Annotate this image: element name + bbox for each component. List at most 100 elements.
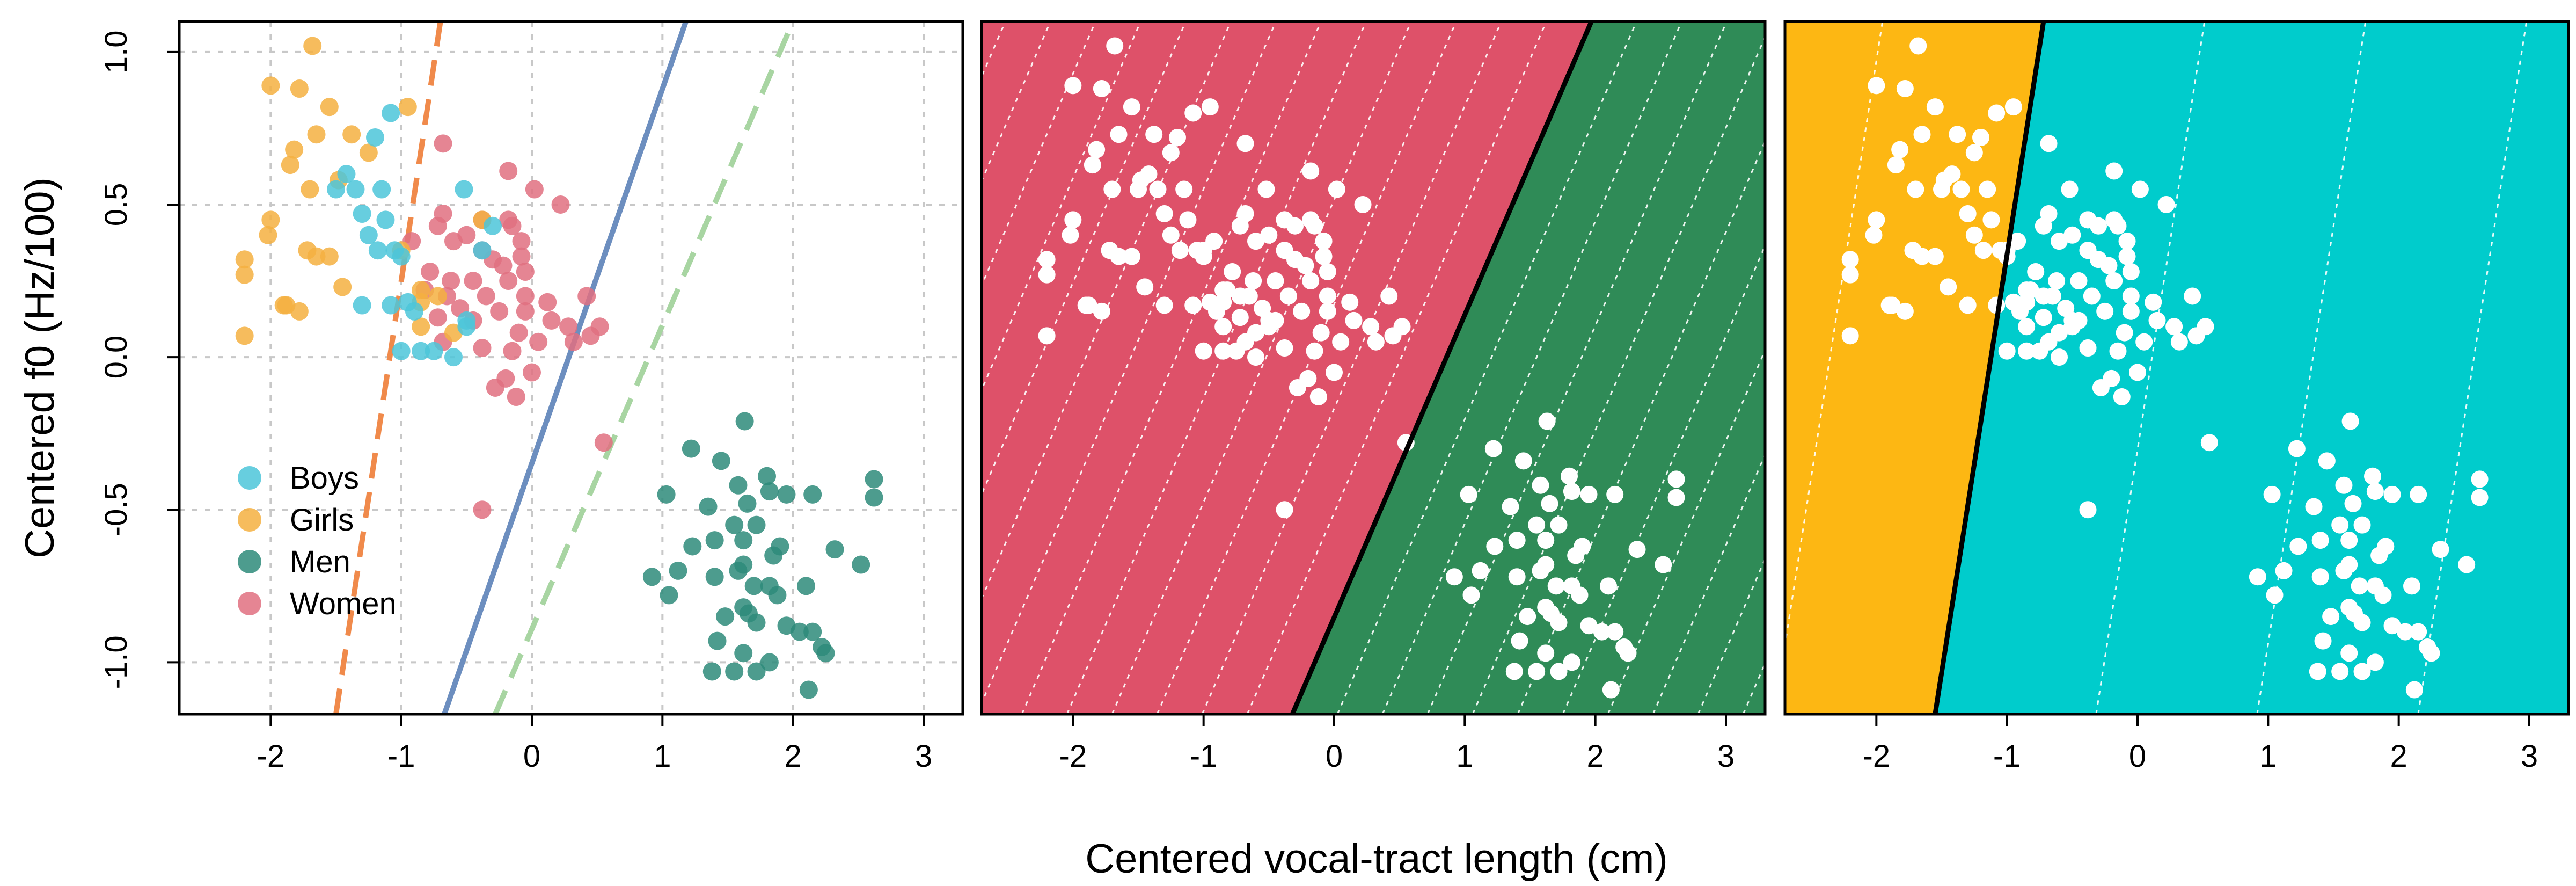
point-white bbox=[1841, 251, 1859, 268]
point-white bbox=[1505, 663, 1523, 680]
point-white bbox=[1528, 663, 1546, 680]
point-white bbox=[1896, 80, 1914, 98]
point-white bbox=[1110, 248, 1128, 265]
point-white bbox=[1354, 195, 1372, 213]
point-white bbox=[1913, 248, 1931, 265]
point-white bbox=[1926, 248, 1944, 265]
panel-right-frame bbox=[1783, 20, 2570, 716]
point-white bbox=[2353, 516, 2371, 534]
point-men bbox=[744, 577, 763, 595]
point-white bbox=[1537, 532, 1555, 549]
point-white bbox=[1195, 342, 1212, 360]
point-white bbox=[1106, 37, 1124, 55]
x-tick-label: 1 bbox=[1456, 739, 1473, 774]
point-white bbox=[1084, 156, 1101, 174]
point-white bbox=[1224, 263, 1241, 280]
point-white bbox=[1315, 248, 1333, 265]
point-white bbox=[2184, 287, 2201, 305]
point-white bbox=[1982, 211, 2000, 229]
point-women bbox=[503, 342, 522, 360]
point-white bbox=[1367, 333, 1385, 351]
point-white bbox=[1384, 327, 1402, 345]
point-white bbox=[1935, 171, 1953, 189]
point-women bbox=[499, 272, 518, 291]
point-men bbox=[760, 653, 779, 672]
point-men bbox=[657, 485, 676, 504]
point-white bbox=[2096, 302, 2114, 320]
x-tick-label: 0 bbox=[1326, 739, 1343, 774]
point-white bbox=[2063, 226, 2081, 244]
point-white bbox=[2070, 311, 2088, 329]
point-girls bbox=[285, 140, 304, 159]
point-white bbox=[1909, 37, 1927, 55]
point-white bbox=[1110, 126, 1128, 143]
point-white bbox=[1484, 440, 1502, 457]
contour-line bbox=[982, 21, 1141, 392]
point-women bbox=[473, 500, 492, 519]
contour-line bbox=[1066, 21, 1367, 714]
point-white bbox=[1667, 489, 1685, 506]
point-white bbox=[1445, 568, 1463, 586]
point-girls bbox=[307, 125, 326, 144]
point-men bbox=[725, 662, 744, 681]
point-white bbox=[1345, 311, 1363, 329]
contour-line bbox=[1201, 21, 1502, 714]
point-boys bbox=[372, 180, 391, 199]
point-white bbox=[1145, 126, 1163, 143]
point-girls bbox=[281, 156, 299, 175]
point-white bbox=[2311, 532, 2329, 549]
points-right bbox=[1841, 37, 2489, 699]
point-white bbox=[1841, 266, 1859, 284]
x-tick-label: -2 bbox=[1863, 739, 1891, 774]
point-women bbox=[428, 216, 447, 235]
point-girls bbox=[307, 247, 326, 266]
point-white bbox=[1276, 211, 1293, 229]
decision-boundary bbox=[1290, 21, 1594, 714]
point-men bbox=[803, 622, 822, 641]
point-girls bbox=[333, 278, 352, 296]
point-men bbox=[816, 644, 835, 663]
point-white bbox=[1205, 233, 1223, 250]
point-girls bbox=[261, 210, 280, 229]
point-white bbox=[2131, 180, 2149, 198]
point-white bbox=[2200, 434, 2218, 452]
point-white bbox=[2266, 586, 2284, 604]
point-white bbox=[1896, 302, 1914, 320]
point-boys bbox=[346, 180, 365, 199]
point-men bbox=[683, 537, 702, 556]
point-white bbox=[1332, 333, 1350, 351]
contour-line bbox=[1562, 243, 1765, 714]
point-white bbox=[1312, 324, 1330, 342]
point-boys bbox=[353, 205, 371, 223]
point-boys bbox=[425, 342, 443, 360]
point-white bbox=[2458, 556, 2476, 573]
point-women bbox=[559, 317, 578, 336]
point-white bbox=[2105, 272, 2123, 290]
point-white bbox=[1508, 568, 1526, 586]
panel-left-frame bbox=[178, 20, 964, 716]
point-white bbox=[1155, 296, 1173, 314]
point-white bbox=[1972, 128, 1989, 146]
point-white bbox=[2092, 379, 2110, 396]
point-women bbox=[490, 302, 509, 321]
point-white bbox=[1038, 327, 1056, 345]
point-white bbox=[2249, 568, 2266, 586]
point-white bbox=[1279, 287, 1297, 305]
point-white bbox=[1218, 281, 1236, 299]
point-men bbox=[729, 561, 748, 580]
x-tick-label: 2 bbox=[2390, 739, 2407, 774]
point-white bbox=[1132, 171, 1150, 189]
point-women bbox=[507, 387, 525, 406]
contour-line bbox=[982, 21, 1051, 183]
point-women bbox=[551, 195, 570, 214]
point-white bbox=[1667, 470, 1685, 488]
point-white bbox=[2353, 663, 2371, 680]
point-white bbox=[2170, 333, 2188, 351]
x-axis-title: Centered vocal-tract length (cm) bbox=[1085, 836, 1668, 882]
point-girls bbox=[259, 226, 277, 244]
y-tick-label: 1.0 bbox=[99, 31, 134, 74]
point-women bbox=[434, 134, 452, 153]
point-men bbox=[702, 662, 721, 681]
point-white bbox=[2122, 302, 2140, 320]
contour-line bbox=[1336, 21, 1637, 714]
